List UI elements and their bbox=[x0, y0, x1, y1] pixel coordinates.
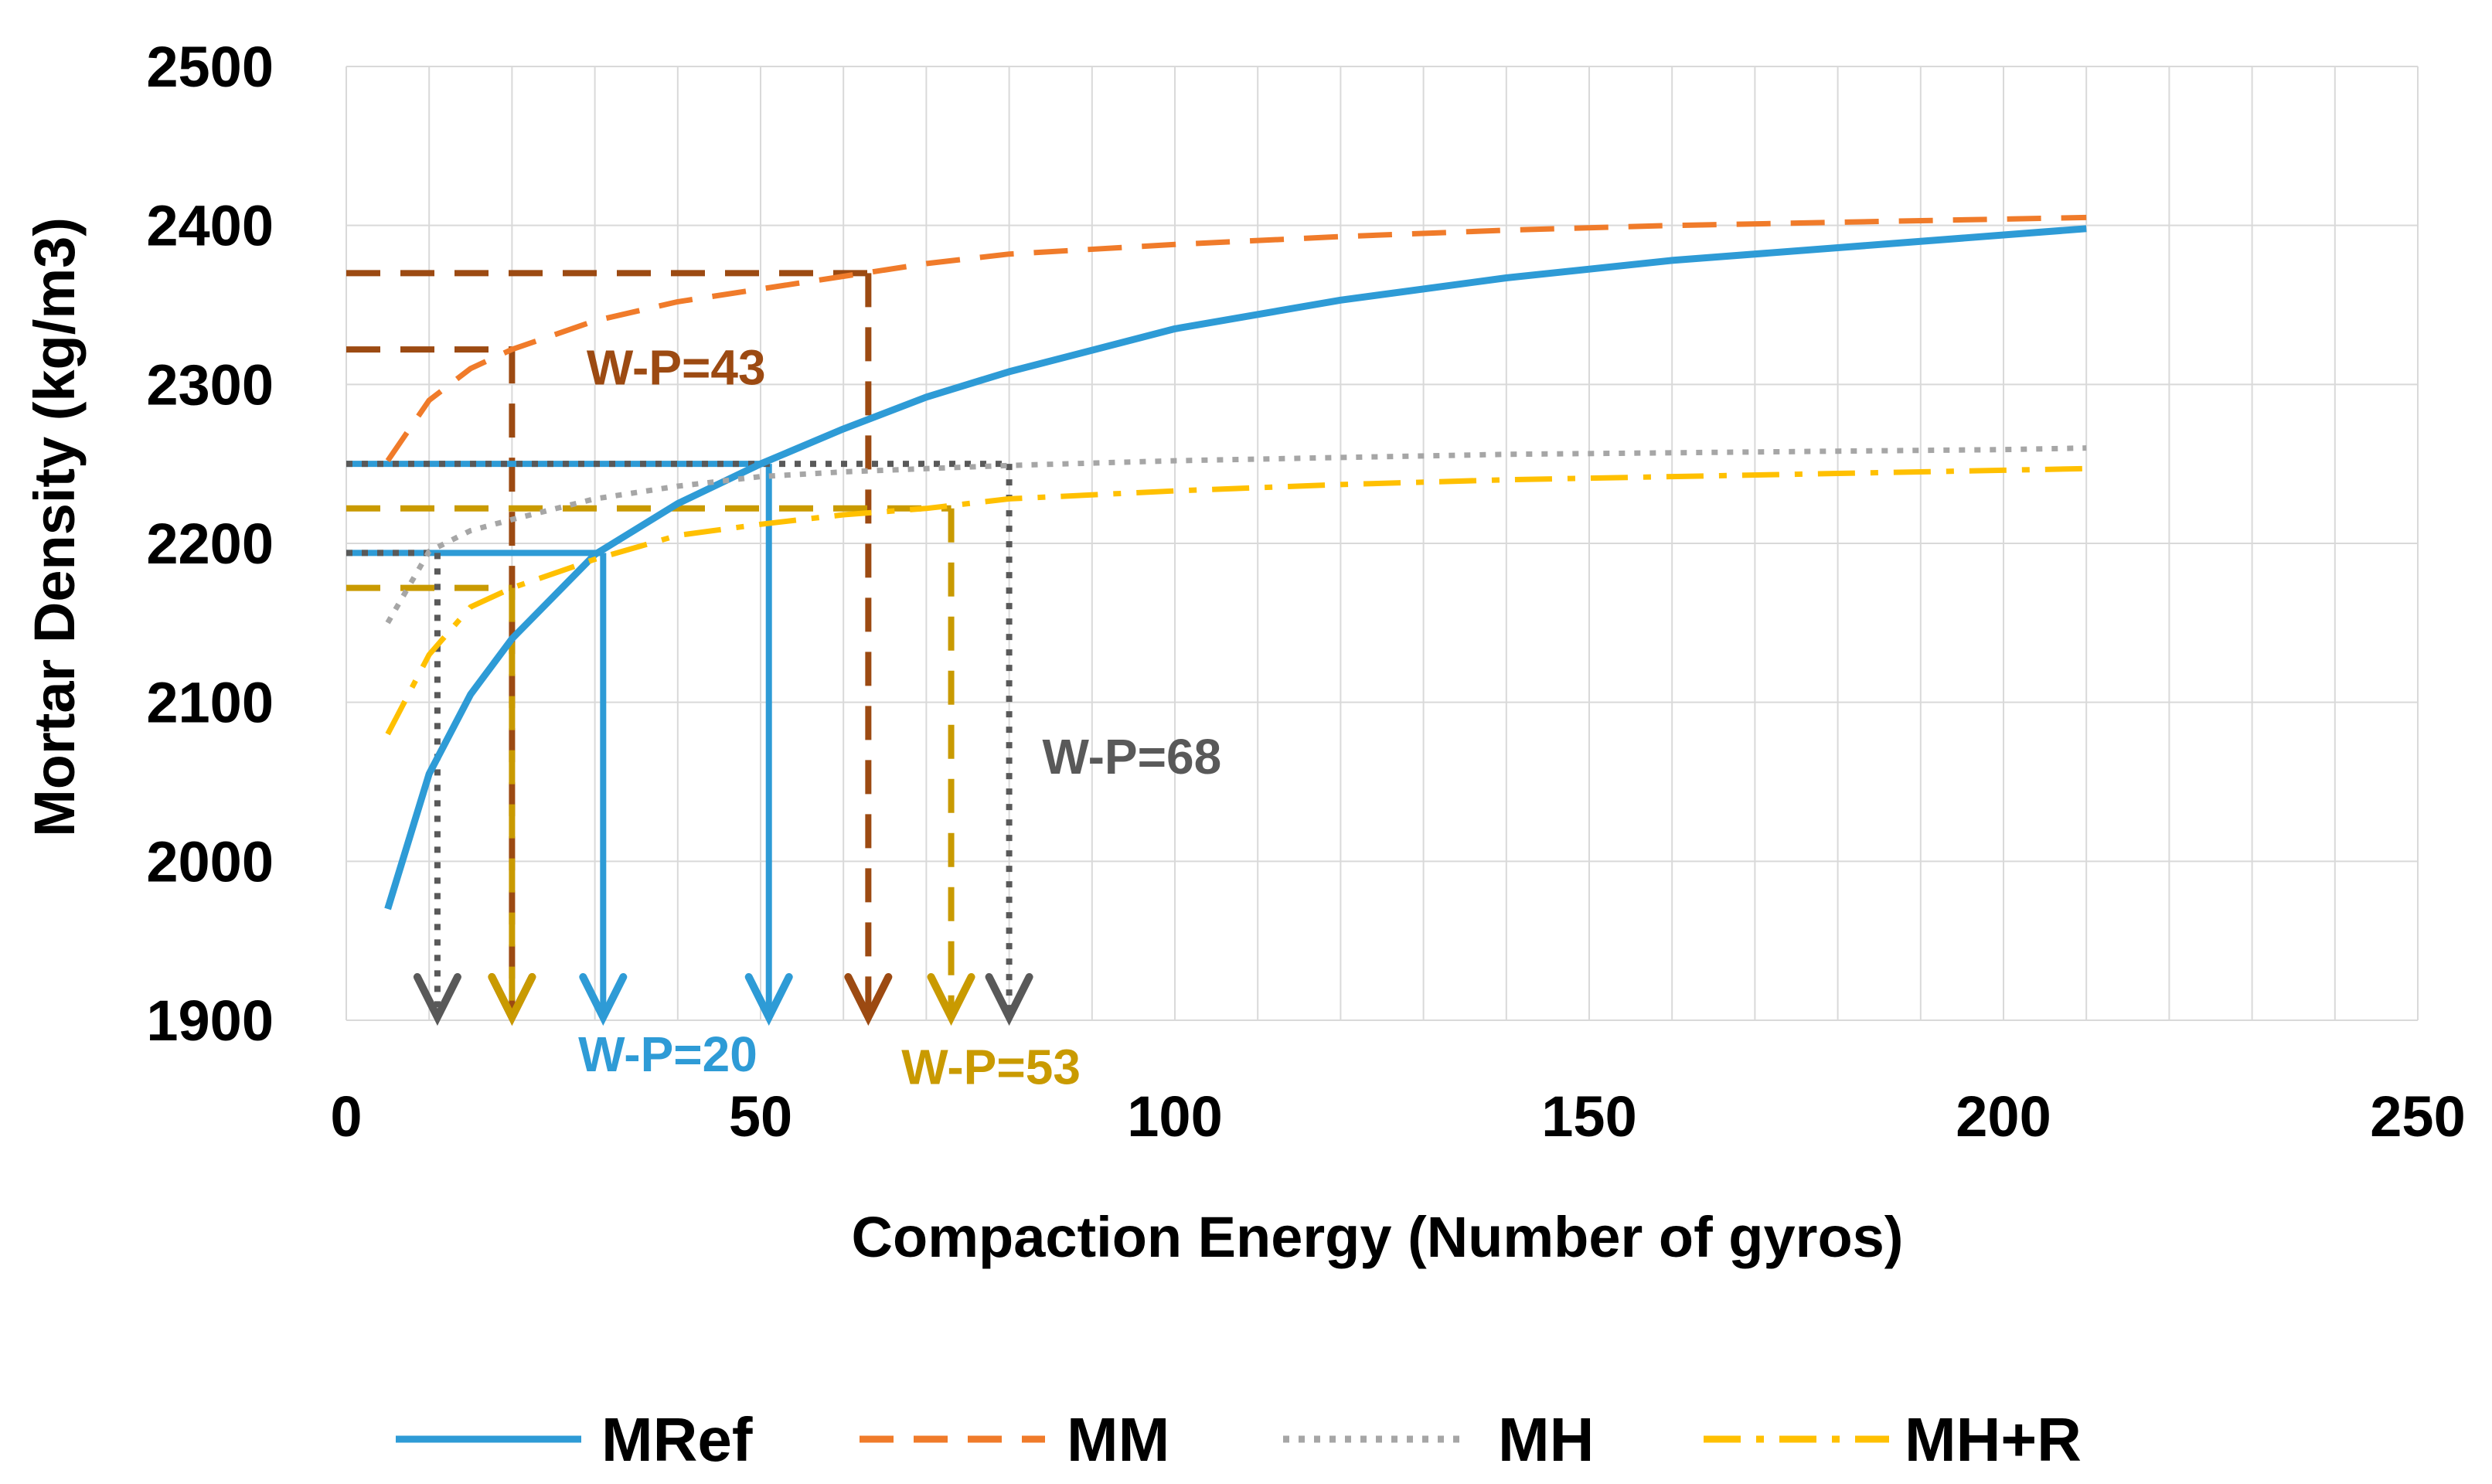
y-tick-label: 2300 bbox=[146, 352, 274, 417]
x-tick-label: 100 bbox=[1127, 1084, 1222, 1149]
x-axis-title: Compaction Energy (Number of gyros) bbox=[852, 1205, 1904, 1269]
annotation-layer: W-P=43 W-P=68 W-P=20 W-P=53 bbox=[578, 339, 1221, 1094]
legend-label-mref: MRef bbox=[601, 1405, 753, 1474]
x-tick-label: 0 bbox=[330, 1084, 362, 1149]
guide-mref-arrowhead bbox=[744, 973, 793, 1026]
y-tick-label: 2100 bbox=[146, 671, 274, 735]
legend-label-mh: MH bbox=[1498, 1405, 1594, 1474]
guide-mm-arrowhead bbox=[844, 973, 893, 1026]
series-layer bbox=[384, 214, 2087, 910]
series-line-mm bbox=[385, 214, 2087, 463]
grid-layer bbox=[346, 66, 2419, 1021]
series-line-mh bbox=[385, 445, 2087, 625]
x-tick-label: 50 bbox=[729, 1084, 792, 1149]
legend-label-mm: MM bbox=[1067, 1405, 1169, 1474]
guide-mh-arrowhead bbox=[985, 973, 1033, 1026]
legend: MRef MM MH MH+R bbox=[396, 1405, 2082, 1474]
guide-mref-arrowhead bbox=[579, 973, 628, 1026]
x-tick-label: 250 bbox=[2370, 1084, 2465, 1149]
y-tick-label: 2500 bbox=[146, 35, 274, 99]
x-tick-label: 200 bbox=[1956, 1084, 2051, 1149]
guide-mh-arrowhead bbox=[413, 973, 461, 1026]
tick-layer: 1900 2000 2100 2200 2300 2400 2500 0 50 100 150 200… bbox=[146, 35, 2465, 1149]
legend-label-mhr: MH+R bbox=[1905, 1405, 2082, 1474]
annotation-label: W-P=20 bbox=[578, 1026, 757, 1082]
guide-layer bbox=[346, 270, 1033, 1026]
y-tick-label: 2000 bbox=[146, 829, 274, 893]
x-tick-label: 150 bbox=[1541, 1084, 1636, 1149]
annotation-label: W-P=43 bbox=[587, 339, 766, 395]
y-tick-label: 2200 bbox=[146, 512, 274, 576]
y-tick-label: 2400 bbox=[146, 194, 274, 258]
annotation-label: W-P=68 bbox=[1042, 729, 1221, 785]
guide-mhrr-arrowhead bbox=[927, 973, 975, 1026]
y-tick-label: 1900 bbox=[146, 989, 274, 1053]
annotation-label: W-P=53 bbox=[901, 1039, 1081, 1094]
y-axis-title: Mortar Density (kg/m3) bbox=[22, 217, 87, 837]
series-line-mhrr bbox=[385, 465, 2087, 736]
series-line-mref bbox=[384, 225, 2087, 910]
guide-mhrr-arrowhead bbox=[488, 973, 536, 1026]
